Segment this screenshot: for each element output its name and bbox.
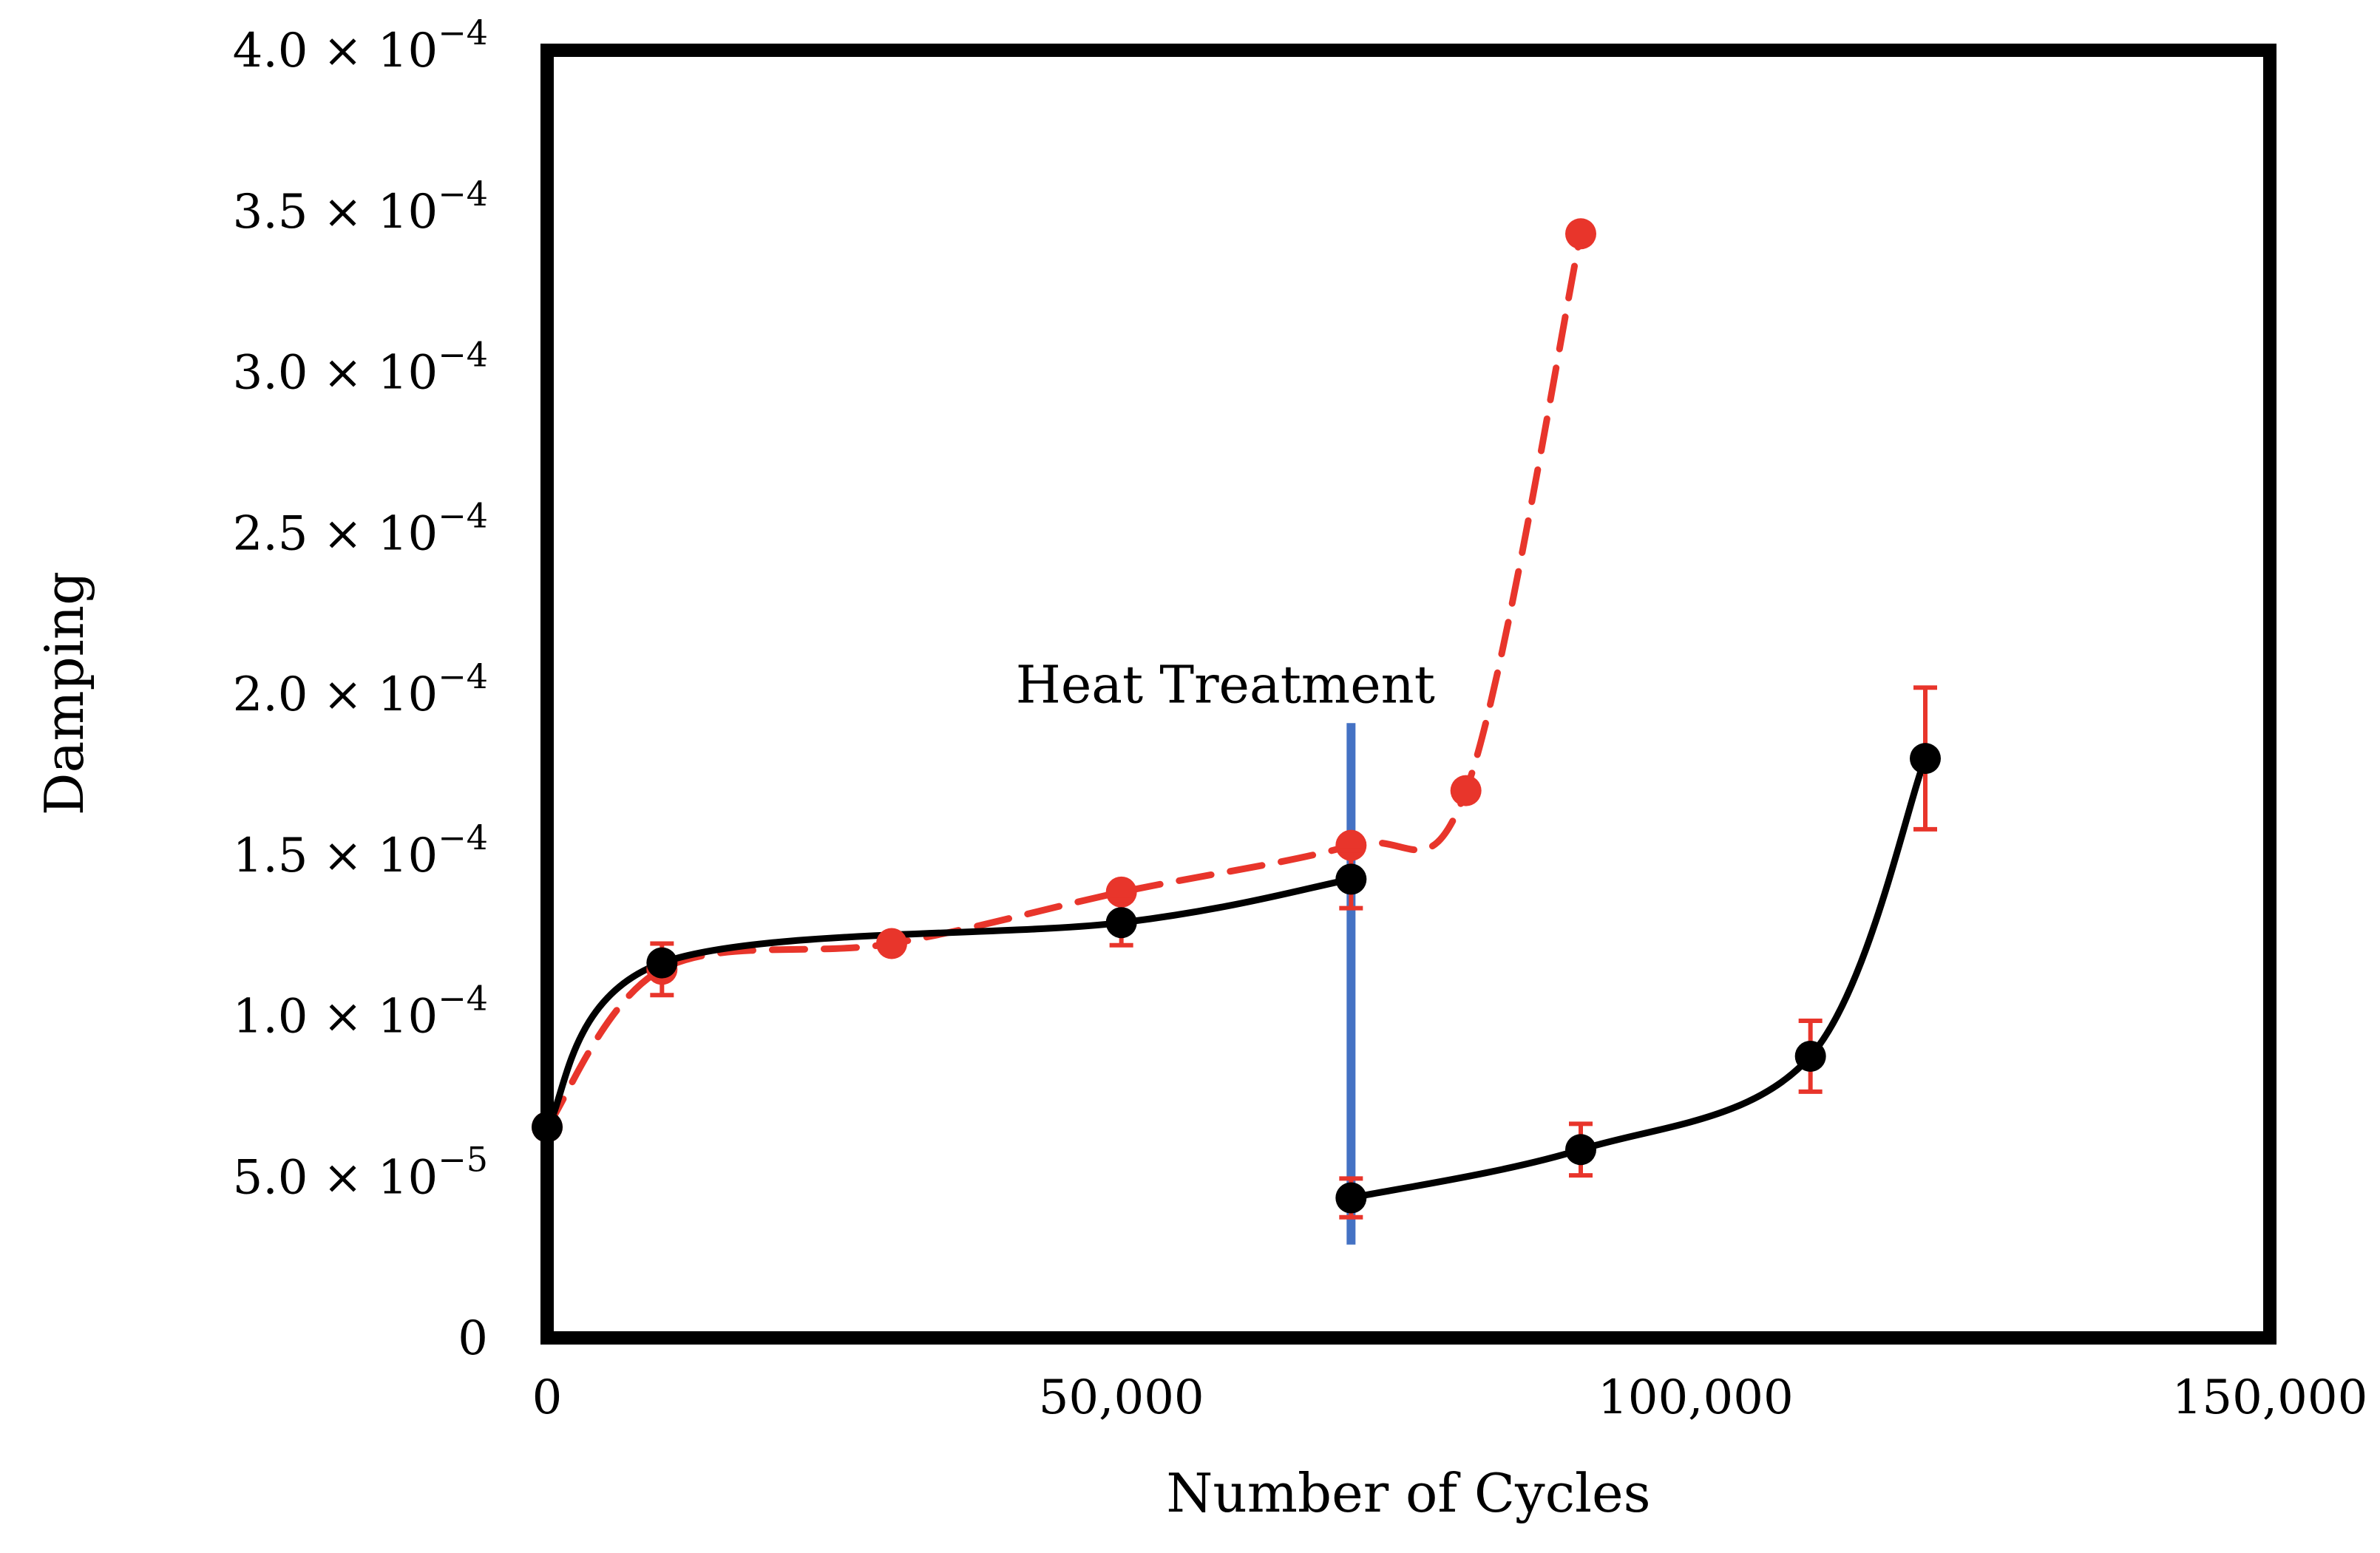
y-tick-label: 5.0 × 10−5 — [233, 1139, 488, 1205]
y-tick-label: 3.5 × 10−4 — [233, 174, 488, 239]
heat-treatment-label: Heat Treatment — [1016, 654, 1435, 715]
y-tick-label: 3.0 × 10−4 — [233, 335, 488, 401]
series-line-black-after — [1347, 755, 1929, 1202]
data-point-black-after-3 — [1910, 743, 1941, 775]
data-point-black-after-1 — [1565, 1134, 1596, 1166]
data-point-black-before-2 — [1105, 907, 1137, 939]
data-point-red-dashed-6 — [1565, 218, 1596, 250]
x-axis-title: Number of Cycles — [1166, 1462, 1650, 1524]
data-point-red-dashed-2 — [876, 928, 907, 959]
series-line-red-dashed — [543, 230, 1584, 1131]
data-point-black-before-1 — [646, 947, 678, 979]
data-point-black-after-0 — [1335, 1182, 1367, 1214]
tick-labels: 0 50,000 100,000 150,000 0 5.0 × 10−5 1.0 × 10… — [233, 13, 2368, 1425]
data-point-red-dashed-4 — [1335, 829, 1367, 861]
x-tick-label: 0 — [532, 1370, 563, 1425]
data-point-red-dashed-5 — [1450, 775, 1482, 806]
data-point-black-after-2 — [1794, 1040, 1826, 1072]
data-point-black-before-3 — [1335, 863, 1367, 895]
plot-frame — [540, 44, 2276, 1345]
x-tick-label: 150,000 — [2172, 1370, 2368, 1425]
series-line-black-before — [543, 875, 1355, 1131]
y-tick-label: 0 — [458, 1311, 488, 1366]
y-tick-label: 1.0 × 10−4 — [233, 979, 488, 1044]
y-tick-label: 2.5 × 10−4 — [233, 495, 488, 561]
y-tick-label: 1.5 × 10−4 — [233, 818, 488, 883]
x-tick-label: 100,000 — [1598, 1370, 1794, 1425]
y-tick-label: 4.0 × 10−4 — [233, 13, 488, 78]
y-axis-title: Damping — [33, 571, 95, 816]
y-tick-label: 2.0 × 10−4 — [233, 656, 488, 722]
series-layer — [543, 230, 1929, 1202]
marks-layer — [532, 218, 1941, 1245]
x-tick-label: 50,000 — [1039, 1370, 1204, 1425]
